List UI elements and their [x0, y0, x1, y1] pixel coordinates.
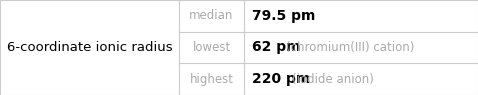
Text: median: median [189, 9, 234, 22]
Text: (iodide anion): (iodide anion) [292, 73, 374, 86]
Text: 220 pm: 220 pm [252, 72, 310, 86]
Text: (chromium(III) cation): (chromium(III) cation) [286, 41, 414, 54]
Text: highest: highest [189, 73, 234, 86]
Text: 79.5 pm: 79.5 pm [252, 9, 315, 23]
Text: 6-coordinate ionic radius: 6-coordinate ionic radius [7, 41, 173, 54]
Text: 62 pm: 62 pm [252, 40, 300, 55]
Text: lowest: lowest [192, 41, 231, 54]
